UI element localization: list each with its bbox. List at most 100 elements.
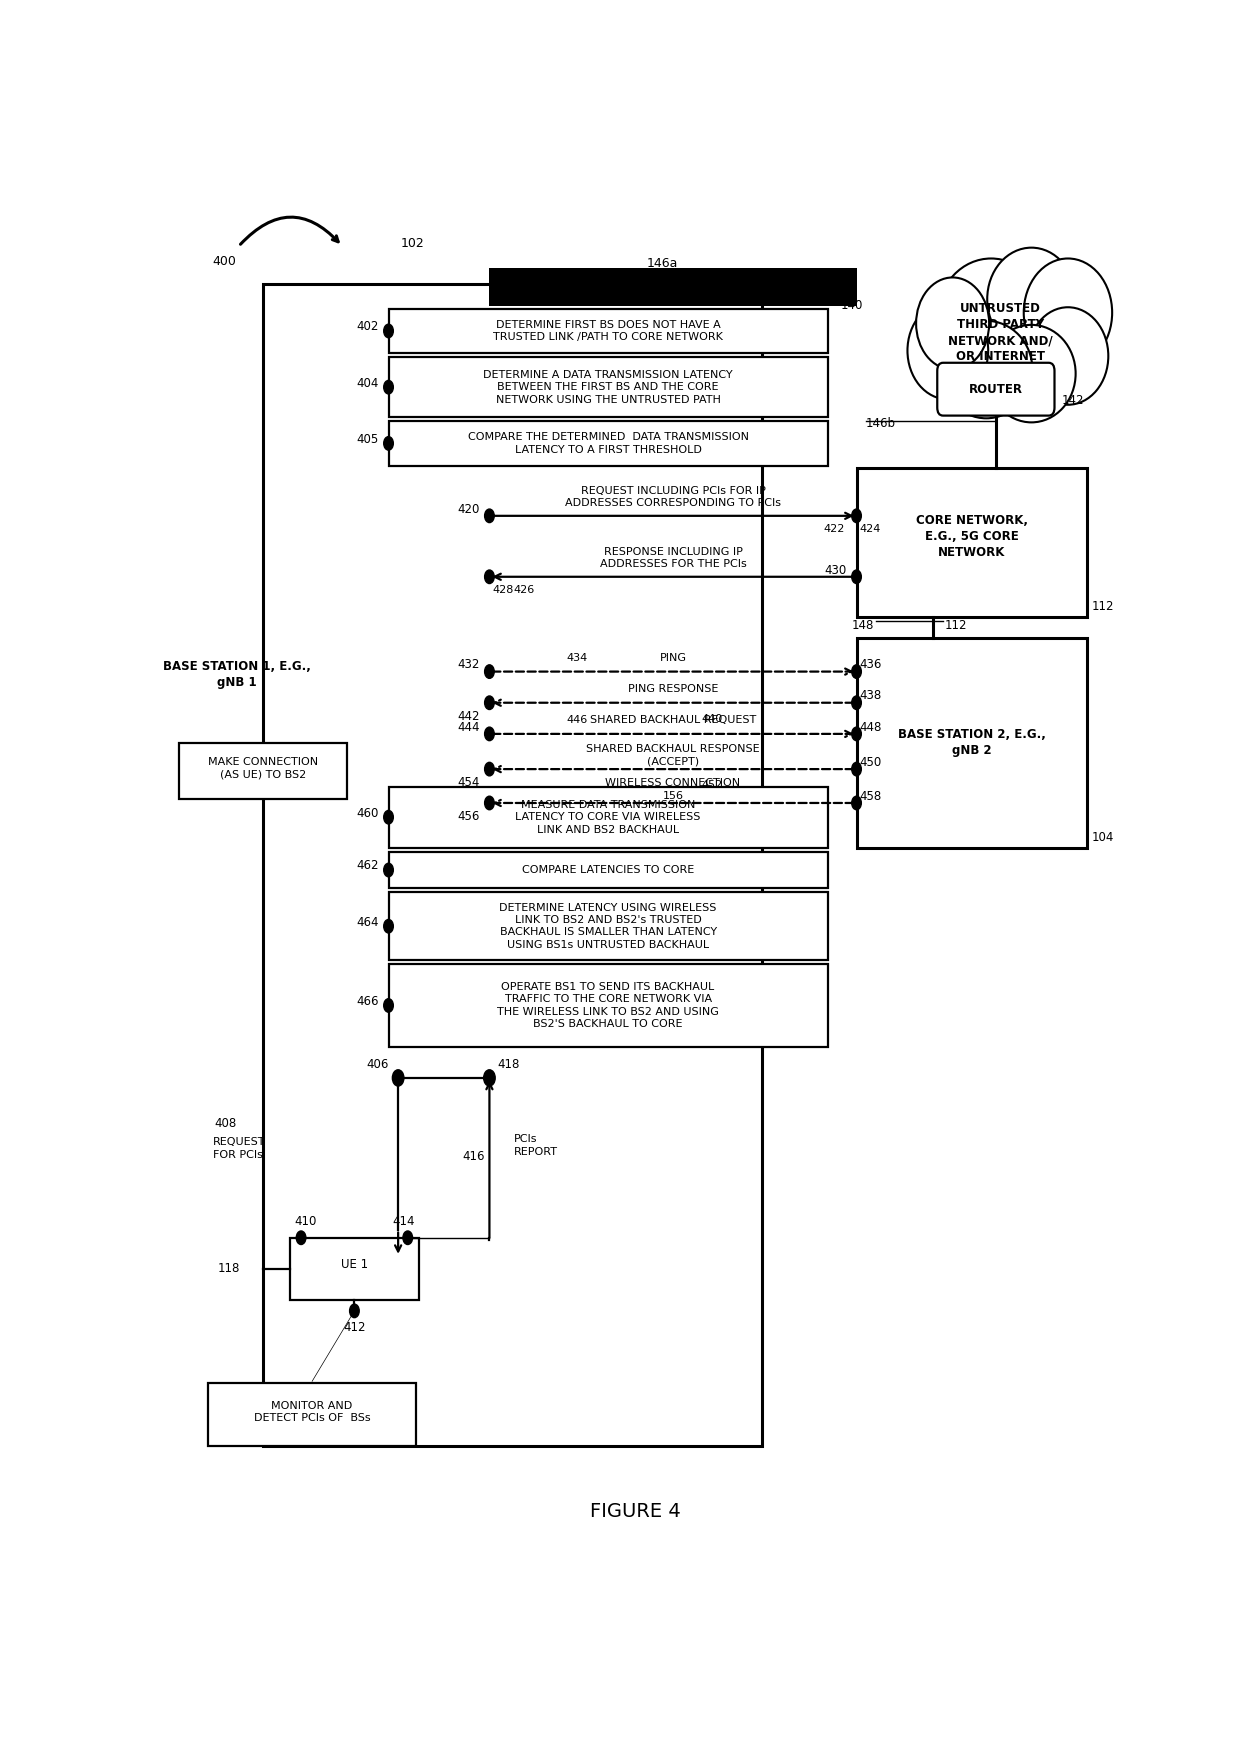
Text: PCIs
REPORT: PCIs REPORT (513, 1135, 558, 1157)
Text: 142: 142 (1061, 394, 1084, 406)
Text: PING RESPONSE: PING RESPONSE (627, 684, 718, 695)
Circle shape (392, 1069, 404, 1085)
Ellipse shape (916, 278, 990, 369)
Ellipse shape (987, 248, 1075, 350)
Circle shape (852, 570, 862, 584)
Ellipse shape (987, 325, 1075, 422)
Text: 456: 456 (458, 809, 480, 823)
Text: 442: 442 (458, 711, 480, 723)
Circle shape (403, 1231, 413, 1245)
Text: COMPARE THE DETERMINED  DATA TRANSMISSION
LATENCY TO A FIRST THRESHOLD: COMPARE THE DETERMINED DATA TRANSMISSION… (467, 433, 749, 454)
Text: 446: 446 (567, 716, 588, 725)
Text: COMPARE LATENCIES TO CORE: COMPARE LATENCIES TO CORE (522, 865, 694, 874)
Circle shape (383, 999, 393, 1011)
Circle shape (383, 864, 393, 876)
Text: 414: 414 (392, 1215, 414, 1228)
Circle shape (485, 570, 495, 584)
Text: UE 1: UE 1 (341, 1258, 368, 1272)
Text: 444: 444 (458, 721, 480, 734)
Text: RESPONSE INCLUDING IP
ADDRESSES FOR THE PCIs: RESPONSE INCLUDING IP ADDRESSES FOR THE … (600, 547, 746, 568)
Circle shape (484, 1069, 495, 1085)
Text: 452: 452 (702, 781, 723, 790)
Text: 416: 416 (463, 1150, 485, 1163)
Text: 448: 448 (859, 721, 882, 734)
Circle shape (852, 726, 862, 741)
Circle shape (485, 508, 495, 522)
Text: 402: 402 (357, 320, 379, 334)
Text: 148: 148 (852, 619, 874, 631)
Text: 405: 405 (357, 433, 379, 445)
Bar (388, 357, 828, 417)
Circle shape (485, 797, 495, 809)
Text: 400: 400 (213, 255, 237, 267)
Circle shape (383, 324, 393, 338)
Text: MAKE CONNECTION
(AS UE) TO BS2: MAKE CONNECTION (AS UE) TO BS2 (208, 756, 319, 779)
Ellipse shape (1024, 259, 1112, 368)
Text: 146a: 146a (647, 257, 678, 271)
Circle shape (852, 665, 862, 679)
FancyBboxPatch shape (937, 362, 1054, 415)
Circle shape (485, 665, 495, 679)
Text: 464: 464 (356, 916, 379, 929)
Text: PING: PING (660, 653, 687, 663)
Text: 418: 418 (497, 1057, 520, 1071)
Text: MEASURE DATA TRANSMISSION
LATENCY TO CORE VIA WIRELESS
LINK AND BS2 BACKHAUL: MEASURE DATA TRANSMISSION LATENCY TO COR… (516, 800, 701, 834)
Text: DETERMINE FIRST BS DOES NOT HAVE A
TRUSTED LINK /PATH TO CORE NETWORK: DETERMINE FIRST BS DOES NOT HAVE A TRUST… (494, 320, 723, 343)
Ellipse shape (939, 259, 1044, 373)
Bar (388, 420, 828, 466)
Bar (857, 468, 1087, 617)
Text: 146b: 146b (866, 417, 897, 431)
Text: MONITOR AND
DETECT PCIs OF  BSs: MONITOR AND DETECT PCIs OF BSs (254, 1400, 371, 1423)
Text: FIGURE 4: FIGURE 4 (590, 1502, 681, 1522)
Text: 112: 112 (1092, 600, 1115, 614)
Bar (290, 1238, 419, 1300)
Text: 112: 112 (945, 619, 967, 631)
Text: SHARED BACKHAUL RESPONSE
(ACCEPT): SHARED BACKHAUL RESPONSE (ACCEPT) (587, 744, 760, 767)
Circle shape (485, 762, 495, 776)
Bar (388, 851, 828, 888)
Text: WIRELESS CONNECTION
156: WIRELESS CONNECTION 156 (605, 777, 740, 800)
Text: 432: 432 (458, 658, 480, 672)
Text: UNTRUSTED
THIRD PARTY
NETWORK AND/
OR INTERNET: UNTRUSTED THIRD PARTY NETWORK AND/ OR IN… (949, 303, 1053, 364)
Text: BASE STATION 1, E.G.,
gNB 1: BASE STATION 1, E.G., gNB 1 (162, 660, 311, 690)
Text: 436: 436 (859, 658, 882, 672)
Text: REQUEST INCLUDING PCIs FOR IP
ADDRESSES CORRESPONDING TO PCIs: REQUEST INCLUDING PCIs FOR IP ADDRESSES … (565, 485, 781, 508)
Text: 420: 420 (458, 503, 480, 515)
Text: 450: 450 (859, 756, 882, 769)
Text: 428: 428 (492, 586, 513, 595)
Text: 118: 118 (217, 1263, 239, 1275)
Ellipse shape (940, 320, 1033, 419)
Text: 440: 440 (702, 714, 723, 725)
Circle shape (383, 380, 393, 394)
Bar (388, 892, 828, 960)
Circle shape (383, 920, 393, 932)
Circle shape (383, 811, 393, 823)
Text: 438: 438 (859, 690, 882, 702)
Bar (857, 639, 1087, 848)
Text: 102: 102 (401, 237, 424, 250)
Text: 104: 104 (1092, 830, 1115, 844)
Text: 422: 422 (823, 524, 844, 535)
Circle shape (383, 436, 393, 450)
Circle shape (852, 797, 862, 809)
Bar (490, 267, 857, 306)
Text: DETERMINE A DATA TRANSMISSION LATENCY
BETWEEN THE FIRST BS AND THE CORE
NETWORK : DETERMINE A DATA TRANSMISSION LATENCY BE… (484, 369, 733, 405)
Text: 404: 404 (357, 376, 379, 389)
Ellipse shape (908, 303, 988, 399)
Text: 434: 434 (567, 653, 588, 663)
Text: CORE NETWORK,
E.G., 5G CORE
NETWORK: CORE NETWORK, E.G., 5G CORE NETWORK (916, 514, 1028, 559)
Bar (388, 308, 828, 354)
Circle shape (852, 762, 862, 776)
Text: BASE STATION 2, E.G.,
gNB 2: BASE STATION 2, E.G., gNB 2 (898, 728, 1045, 756)
Circle shape (852, 508, 862, 522)
Text: ROUTER: ROUTER (968, 383, 1023, 396)
Text: 430: 430 (825, 563, 847, 577)
Text: REQUEST
FOR PCIs: REQUEST FOR PCIs (213, 1136, 265, 1159)
Circle shape (296, 1231, 306, 1245)
Text: SHARED BACKHAUL REQUEST: SHARED BACKHAUL REQUEST (590, 716, 756, 725)
Text: 426: 426 (513, 586, 534, 595)
Text: 424: 424 (859, 524, 880, 535)
Circle shape (350, 1303, 360, 1317)
Text: 408: 408 (215, 1117, 237, 1131)
Bar (263, 285, 763, 1446)
